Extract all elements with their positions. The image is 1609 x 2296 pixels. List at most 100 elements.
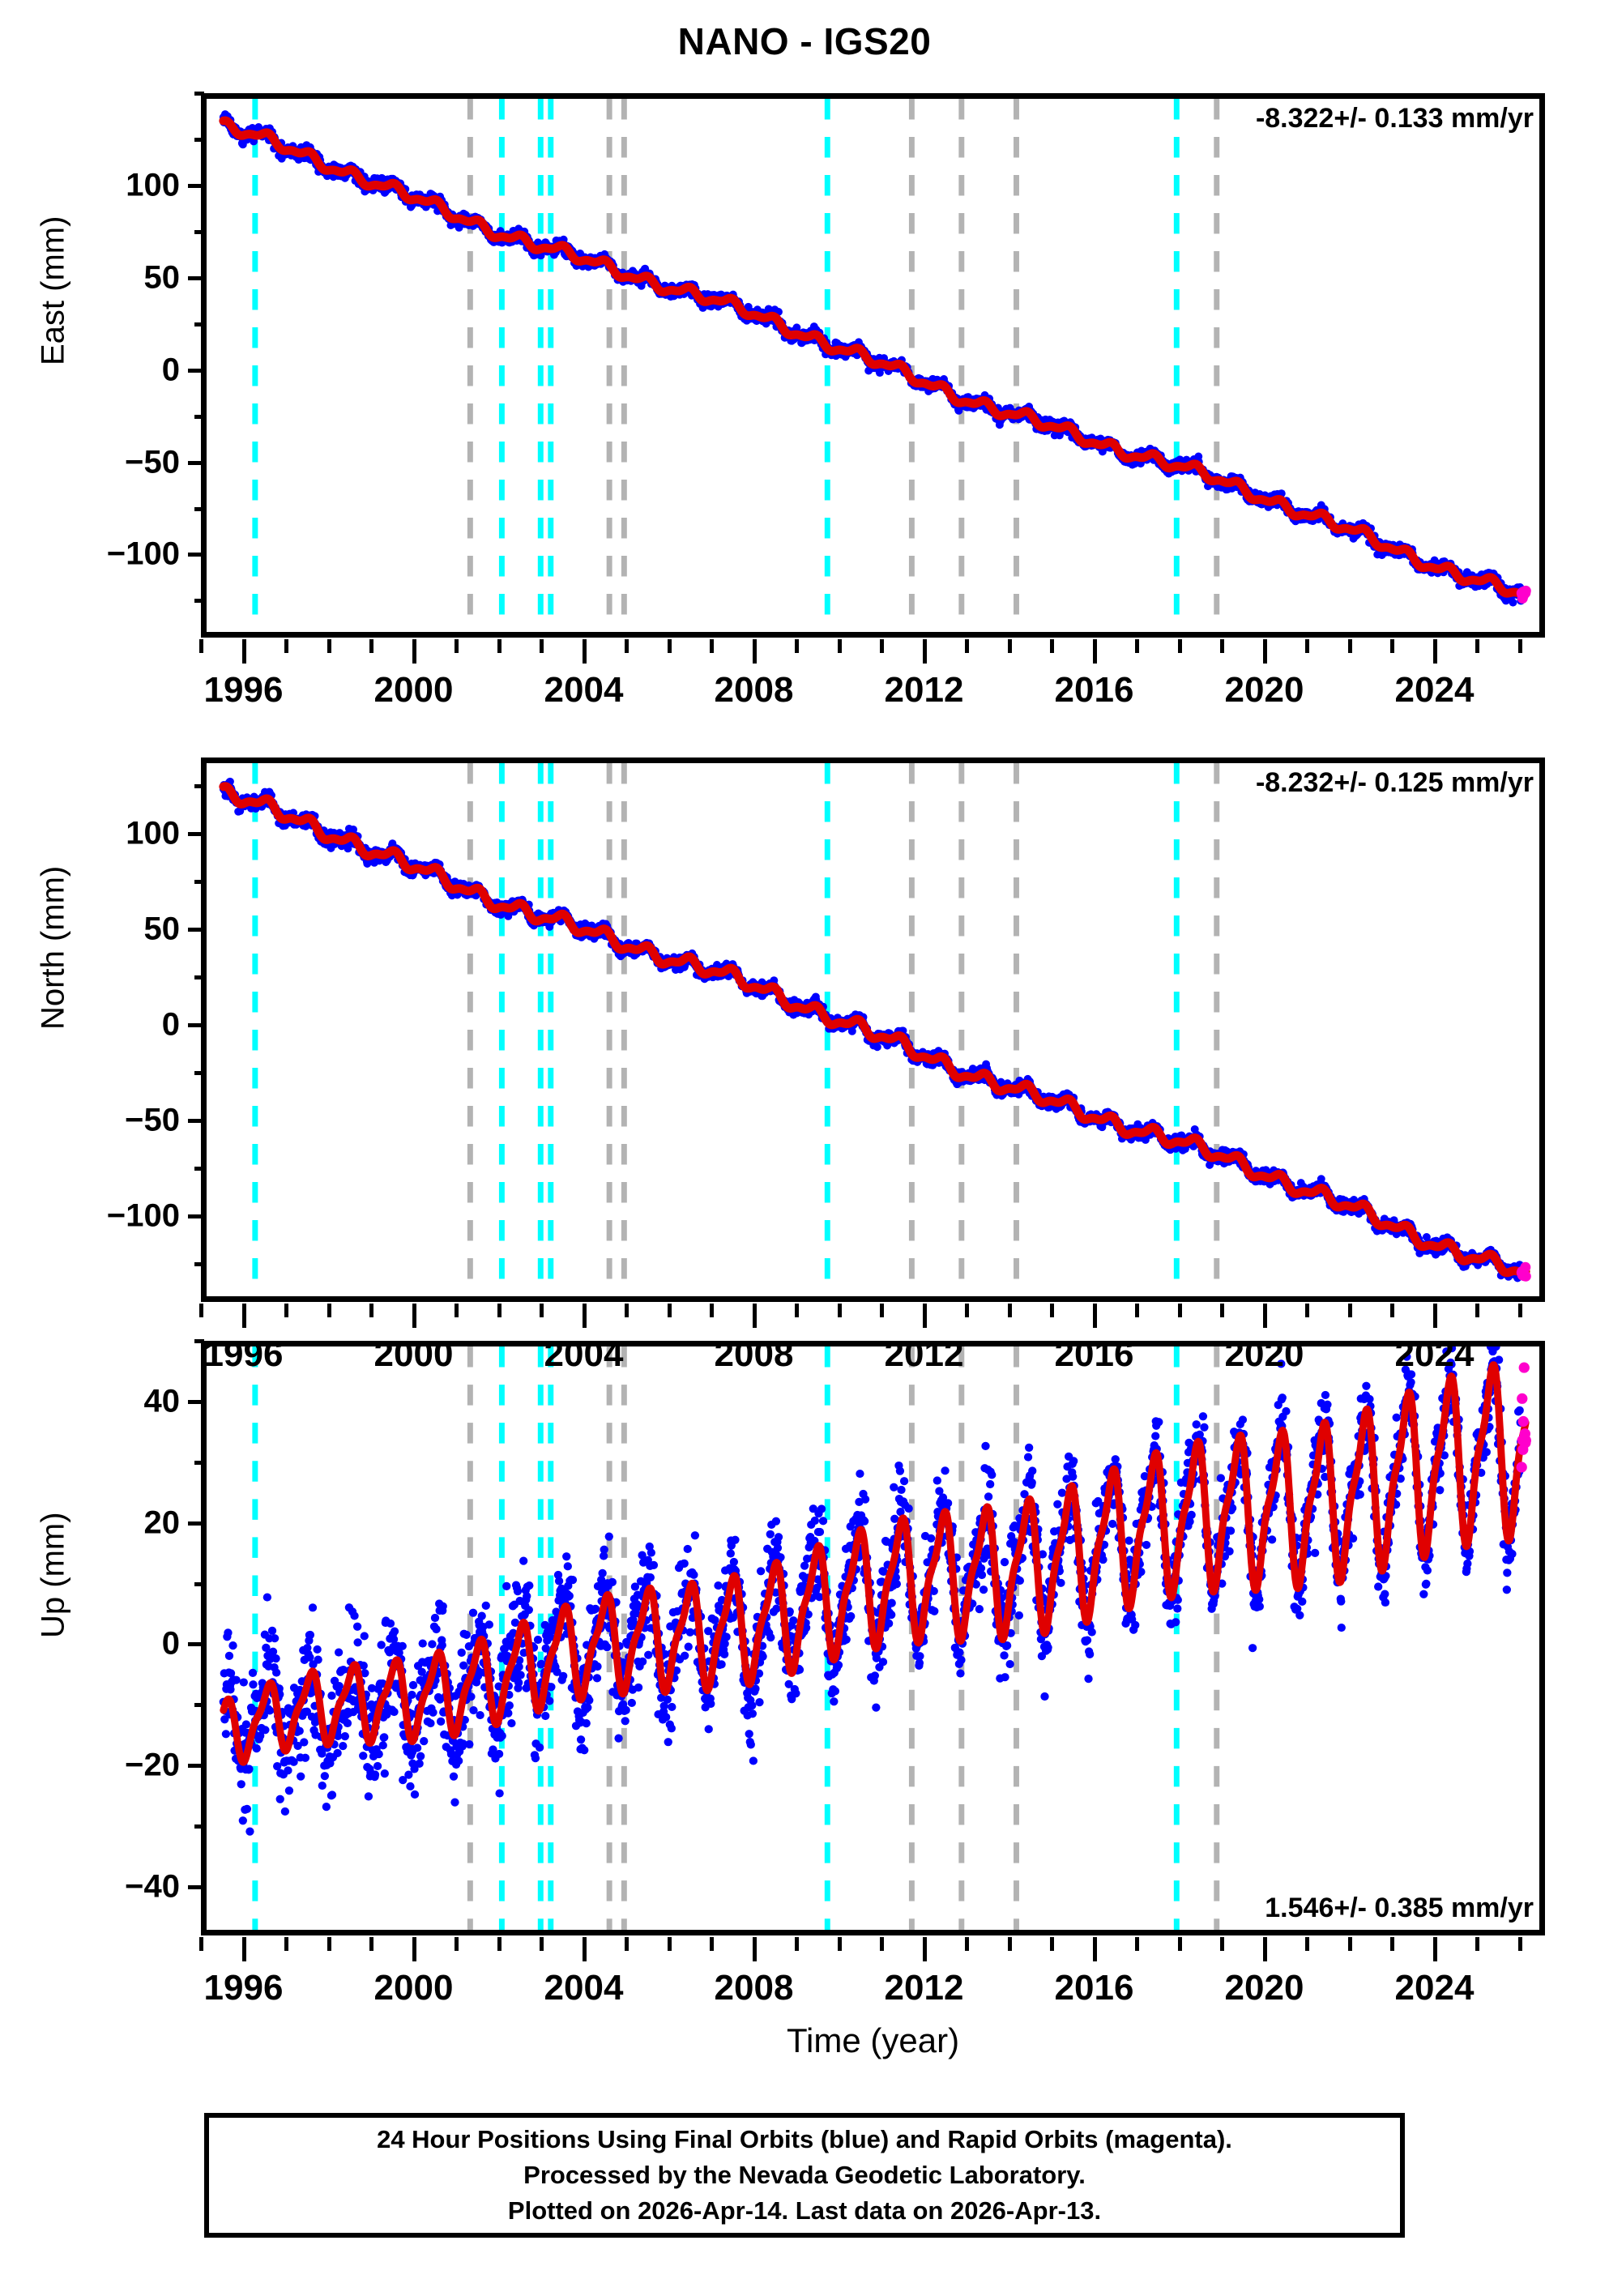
x-tick-north [497,1304,501,1317]
y-tick-east [188,460,204,465]
plot-area-up [201,1341,1545,1935]
x-tick-east [1135,639,1139,653]
model-fit-curve-east [219,116,1530,599]
plot-clip-up [207,1346,1539,1930]
x-tick-up [326,1937,331,1951]
x-tick-north [326,1304,331,1317]
x-tick-up [752,1937,757,1961]
y-tick-east [188,368,204,373]
x-tick-east [582,639,587,664]
x-tick-east [965,639,969,653]
x-tick-north [752,1304,757,1328]
x-tick-up [1050,1937,1054,1951]
panel-north: -8.232+/- 0.125 mm/yr [201,758,1545,1302]
x-tick-label-up: 2004 [544,1968,624,2008]
x-tick-east [326,639,331,653]
x-tick-up [1007,1937,1012,1951]
x-tick-east [1390,639,1394,653]
y-tick-up [194,1703,204,1708]
x-tick-label-north: 2012 [884,1334,964,1374]
y-tick-label-north: 0 [161,1006,180,1043]
y-tick-label-north: −50 [125,1102,180,1138]
x-tick-up [667,1937,672,1951]
x-tick-north [1135,1304,1139,1317]
x-tick-up [1347,1937,1352,1951]
plot-area-north [201,758,1545,1302]
x-tick-up [412,1937,416,1961]
y-tick-east [188,553,204,557]
model-fit-curve-north [219,782,1530,1278]
panel-east: -8.322+/- 0.133 mm/yr [201,93,1545,638]
y-tick-label-east: −100 [106,536,180,572]
data-points-final-north [219,777,1526,1282]
x-tick-label-east: 2000 [373,670,454,710]
x-tick-up [582,1937,587,1961]
x-tick-label-east: 2008 [714,670,794,710]
y-tick-east [194,322,204,326]
x-tick-up [625,1937,629,1951]
plot-clip-north [207,763,1539,1296]
x-tick-east [1050,639,1054,653]
rate-label-east: -8.322+/- 0.133 mm/yr [1255,103,1534,134]
y-tick-north [188,1119,204,1123]
x-tick-north [582,1304,587,1328]
data-points-final-east [219,110,1526,607]
data-points-rapid-north [1516,1261,1531,1282]
x-tick-north [1475,1304,1479,1317]
rate-label-north: -8.232+/- 0.125 mm/yr [1255,767,1534,798]
x-tick-east [922,639,927,664]
x-tick-up [284,1937,288,1951]
x-tick-up [965,1937,969,1951]
x-tick-label-up: 2000 [373,1968,454,2008]
y-tick-up [188,1521,204,1526]
y-tick-label-east: −50 [125,444,180,480]
y-tick-east [194,599,204,604]
x-tick-north [1390,1304,1394,1317]
page-title: NANO - IGS20 [677,20,932,62]
x-tick-east [1177,639,1182,653]
y-tick-label-up: 40 [143,1383,181,1419]
x-tick-north [1347,1304,1352,1317]
x-tick-east [241,639,246,664]
x-tick-label-north: 2016 [1054,1334,1134,1374]
x-tick-east [625,639,629,653]
y-tick-up [194,1339,204,1343]
x-tick-north [241,1304,246,1328]
data-series-up [219,1346,1531,1930]
y-tick-up [188,1764,204,1769]
x-tick-east [1432,639,1437,664]
x-tick-label-north: 2004 [544,1334,624,1374]
x-tick-up [199,1937,203,1951]
x-tick-up [497,1937,501,1951]
y-tick-label-east: 50 [143,259,181,296]
x-tick-up [1305,1937,1309,1951]
y-tick-label-up: −20 [125,1747,180,1783]
x-tick-north [880,1304,884,1317]
x-tick-east [1475,639,1479,653]
x-tick-north [922,1304,927,1328]
y-tick-label-east: 100 [126,167,180,203]
x-tick-north [1007,1304,1012,1317]
x-tick-north [455,1304,459,1317]
y-tick-east [188,275,204,280]
x-tick-north [1432,1304,1437,1328]
x-tick-north [710,1304,714,1317]
y-tick-label-up: 0 [161,1625,180,1662]
x-tick-north [1305,1304,1309,1317]
y-tick-up [188,1399,204,1404]
y-tick-label-up: 20 [143,1504,181,1541]
footer-line-2: Processed by the Nevada Geodetic Laborat… [523,2160,1086,2189]
y-tick-label-north: 50 [143,911,181,947]
x-tick-north [199,1304,203,1317]
x-tick-east [880,639,884,653]
model-fit-curve-up [220,1361,1530,1766]
y-tick-north [194,784,204,789]
footer-note-box: 24 Hour Positions Using Final Orbits (bl… [204,2113,1405,2238]
x-tick-north [284,1304,288,1317]
x-tick-up [455,1937,459,1951]
y-tick-north [188,1214,204,1218]
x-tick-north [369,1304,373,1317]
x-tick-north [667,1304,672,1317]
x-tick-east [1007,639,1012,653]
